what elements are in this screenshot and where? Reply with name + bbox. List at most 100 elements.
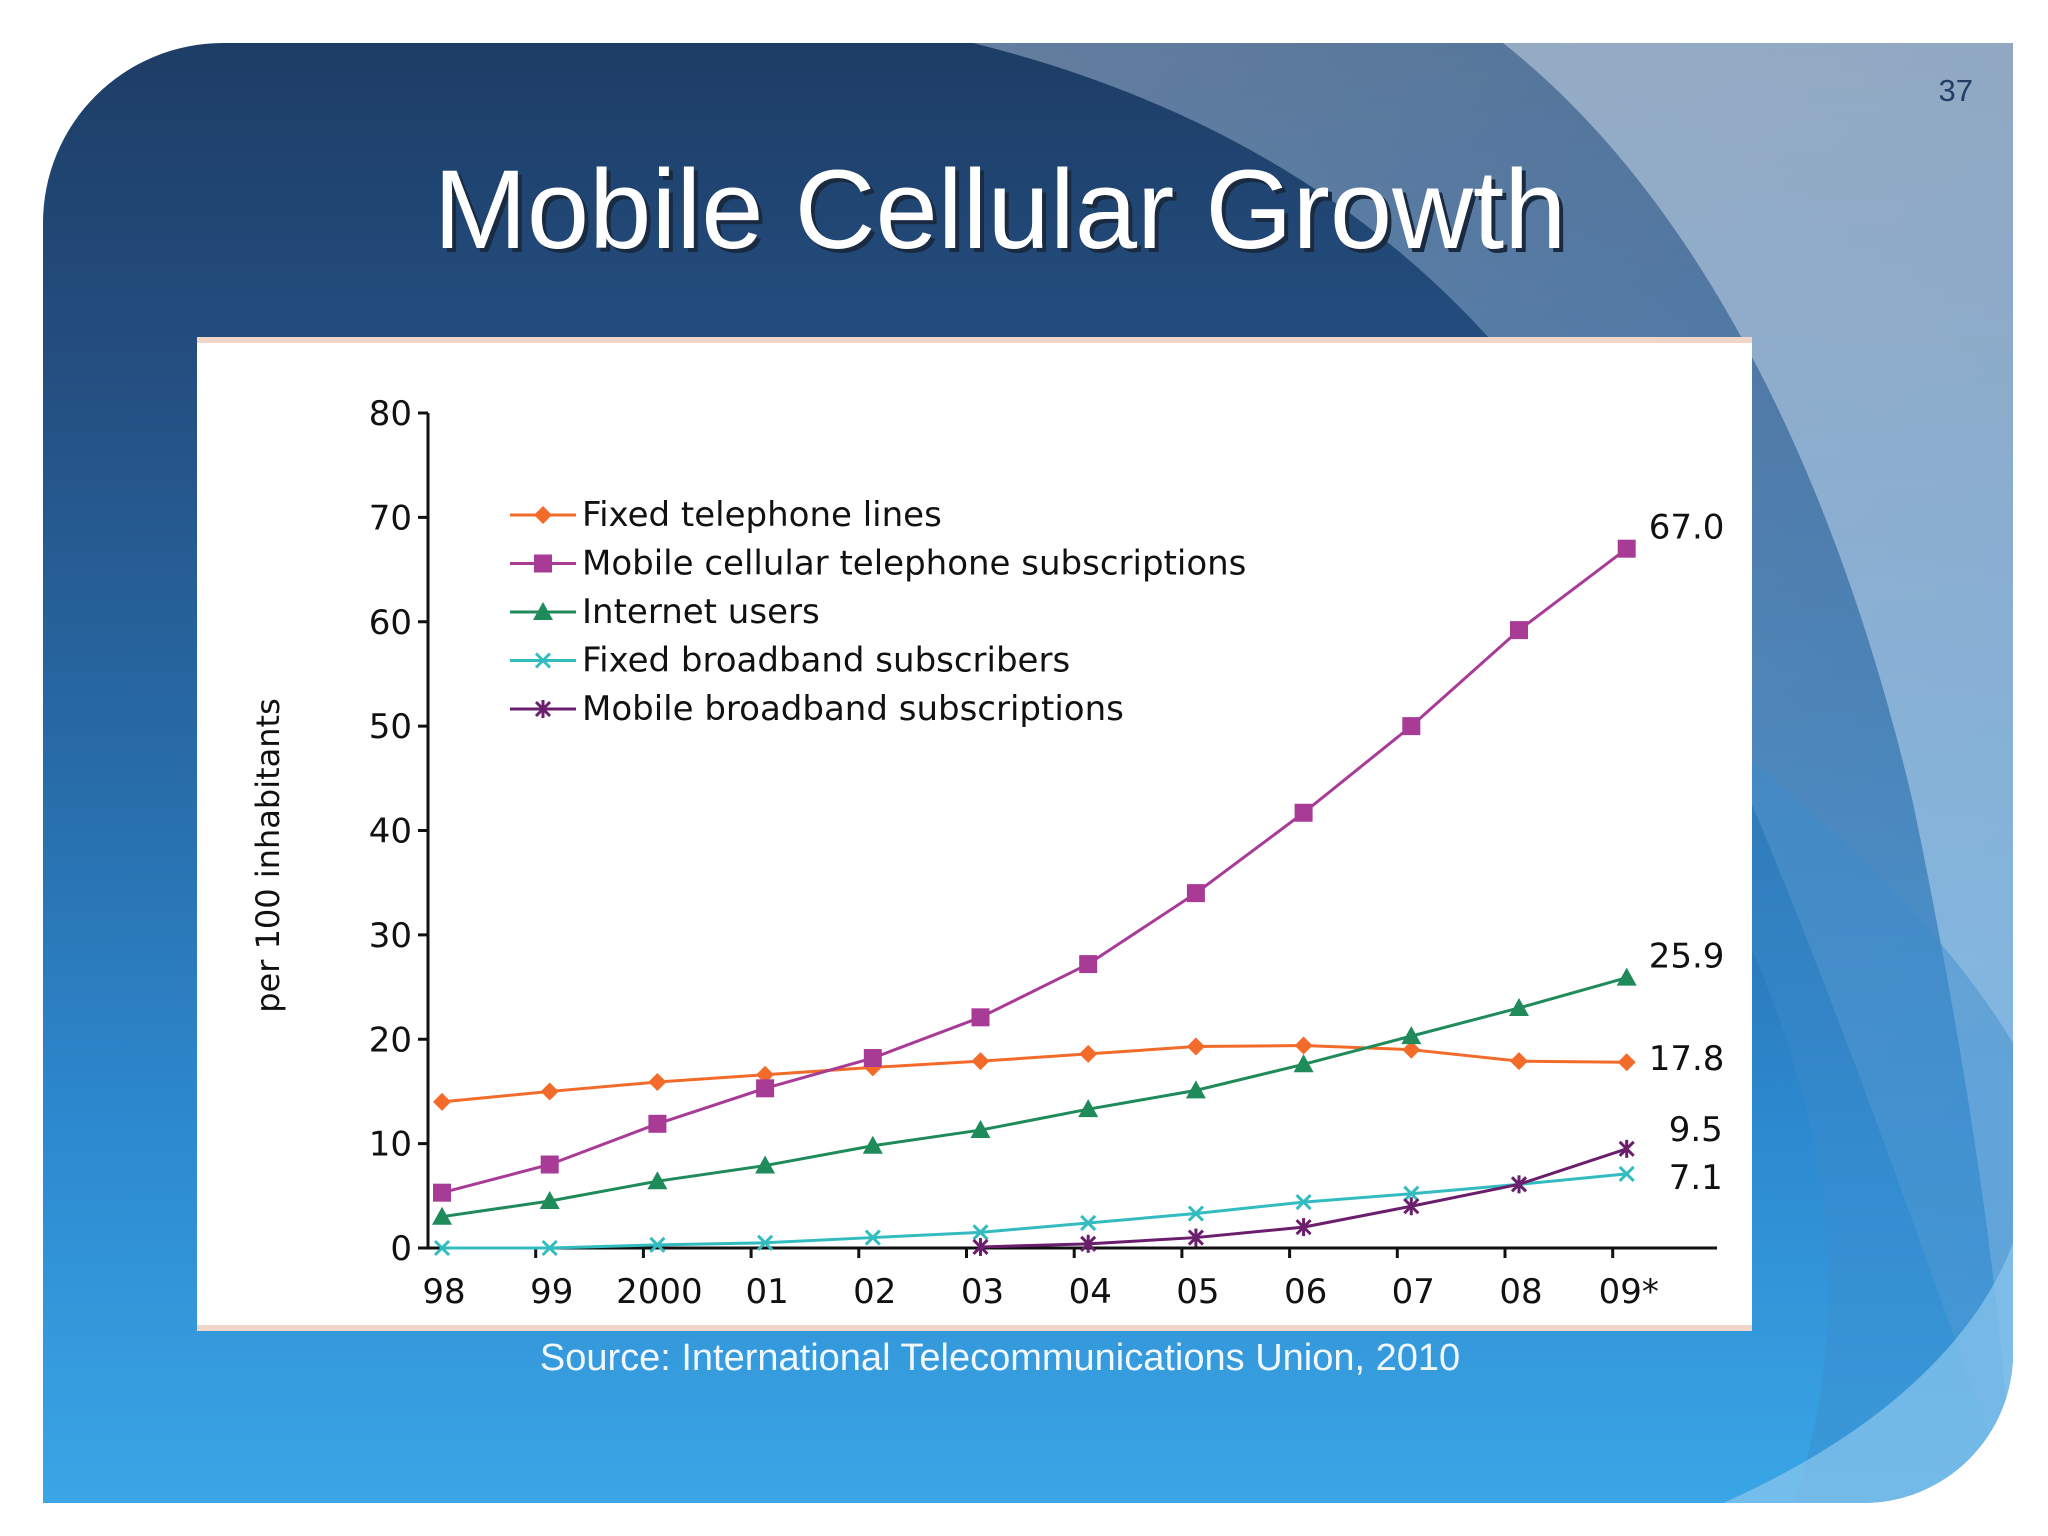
marker-triangle [432, 1206, 452, 1225]
series-line [442, 1172, 1627, 1250]
marker-triangle [1078, 1099, 1099, 1118]
x-tick-label: 06 [1284, 1272, 1327, 1312]
marker-square [1079, 955, 1098, 974]
x-tick-label: 03 [961, 1272, 1004, 1312]
marker-triangle [533, 602, 553, 620]
marker-square [1510, 621, 1528, 640]
marker-diamond [648, 1073, 667, 1092]
slide-wave-decoration [973, 43, 2013, 1503]
marker-star [1295, 1218, 1312, 1237]
marker-x [1403, 1185, 1420, 1202]
legend-item: Fixed telephone lines [510, 495, 942, 535]
marker-triangle [1616, 967, 1637, 986]
marker-diamond [971, 1052, 990, 1071]
marker-x [972, 1224, 989, 1241]
legend-label: Fixed telephone lines [582, 495, 942, 535]
x-tick-label: 08 [1499, 1272, 1542, 1312]
series-internet [432, 967, 1637, 1225]
series-line [441, 1044, 1627, 1104]
legend-item: Mobile broadband subscriptions [510, 689, 1124, 729]
x-tick-label: 04 [1069, 1272, 1112, 1312]
marker-square [433, 1183, 451, 1202]
y-tick-label: 60 [369, 603, 412, 643]
marker-diamond [534, 506, 552, 524]
x-tick-label: 09* [1599, 1272, 1659, 1312]
y-tick-label: 50 [369, 707, 412, 747]
marker-square [971, 1008, 990, 1027]
marker-triangle [862, 1135, 883, 1154]
chart-panel: 0 10 20 30 40 50 60 70 80 per 100 inhabitants 98 99… [197, 337, 1752, 1331]
marker-x-stroke [972, 1224, 989, 1241]
marker-x-stroke [1618, 1165, 1635, 1182]
marker-square [648, 1114, 667, 1133]
marker-diamond [1294, 1036, 1313, 1055]
marker-x-stroke [864, 1229, 881, 1246]
end-value-label: 25.9 [1649, 937, 1725, 977]
x-tick-label: 01 [745, 1272, 788, 1312]
series-mobile-broadband [972, 1139, 1635, 1256]
x-tick-label: 07 [1392, 1272, 1435, 1312]
marker-triangle [1185, 1080, 1206, 1099]
marker-diamond [540, 1082, 559, 1101]
end-value-label: 17.8 [1649, 1039, 1725, 1079]
legend-item: Fixed broadband subscribers [510, 641, 1070, 681]
series-mobile-cellular [433, 539, 1636, 1202]
source-caption: Source: International Telecommunications… [539, 1337, 1461, 1379]
marker-square [534, 554, 552, 573]
chart-legend: Fixed telephone lines Mobile cellular tel… [510, 495, 1246, 729]
marker-triangle [1293, 1054, 1314, 1073]
marker-square [540, 1155, 559, 1174]
marker-x [534, 652, 552, 669]
series-line [441, 976, 1628, 1219]
x-tick-label: 05 [1176, 1272, 1219, 1312]
marker-diamond [1510, 1052, 1528, 1071]
x-tick-label: 99 [530, 1272, 573, 1312]
marker-diamond [756, 1065, 775, 1084]
marker-x-stroke [541, 1239, 558, 1257]
slide-title: Mobile Cellular Growth [433, 147, 1567, 272]
marker-x [649, 1236, 666, 1253]
series-fixed-telephone [433, 1036, 1636, 1111]
marker-x-stroke [649, 1236, 666, 1253]
y-tick-label: 80 [369, 394, 412, 434]
marker-x [1080, 1214, 1097, 1232]
marker-triangle [647, 1171, 668, 1190]
x-tick-label: 98 [422, 1272, 465, 1312]
y-tick-label: 10 [369, 1125, 412, 1165]
y-tick-label: 70 [369, 498, 412, 538]
marker-x [1187, 1205, 1204, 1222]
y-tick-label: 30 [369, 916, 412, 956]
marker-x-stroke [1187, 1205, 1204, 1222]
marker-square [756, 1079, 775, 1098]
marker-x-stroke [534, 652, 552, 669]
page-number: 37 [1938, 73, 1973, 108]
marker-star [972, 1237, 989, 1256]
marker-star [1510, 1175, 1528, 1194]
end-value-label: 9.5 [1669, 1110, 1723, 1150]
marker-x-stroke [1295, 1194, 1312, 1211]
marker-star [1080, 1234, 1097, 1253]
marker-star [1187, 1228, 1204, 1247]
marker-square [1617, 539, 1636, 558]
marker-x-stroke [433, 1239, 451, 1257]
marker-star [1618, 1139, 1635, 1158]
marker-x-stroke [1403, 1185, 1420, 1202]
y-tick-label: 0 [390, 1229, 412, 1269]
marker-diamond [1186, 1037, 1205, 1056]
y-tick-label: 40 [369, 812, 412, 852]
legend-item: Internet users [510, 592, 820, 632]
y-axis-title: per 100 inhabitants [249, 698, 287, 1013]
marker-square [863, 1049, 882, 1068]
marker-triangle [1509, 997, 1529, 1016]
marker-x-stroke [757, 1234, 774, 1251]
legend-label: Fixed broadband subscribers [582, 641, 1070, 681]
chart-series-lines [432, 539, 1637, 1257]
marker-star [1403, 1197, 1420, 1216]
x-tick-label: 02 [853, 1272, 896, 1312]
marker-diamond [1617, 1053, 1636, 1072]
marker-triangle [539, 1191, 560, 1210]
legend-item: Mobile cellular telephone subscriptions [510, 544, 1246, 584]
marker-x-stroke [1080, 1214, 1097, 1232]
